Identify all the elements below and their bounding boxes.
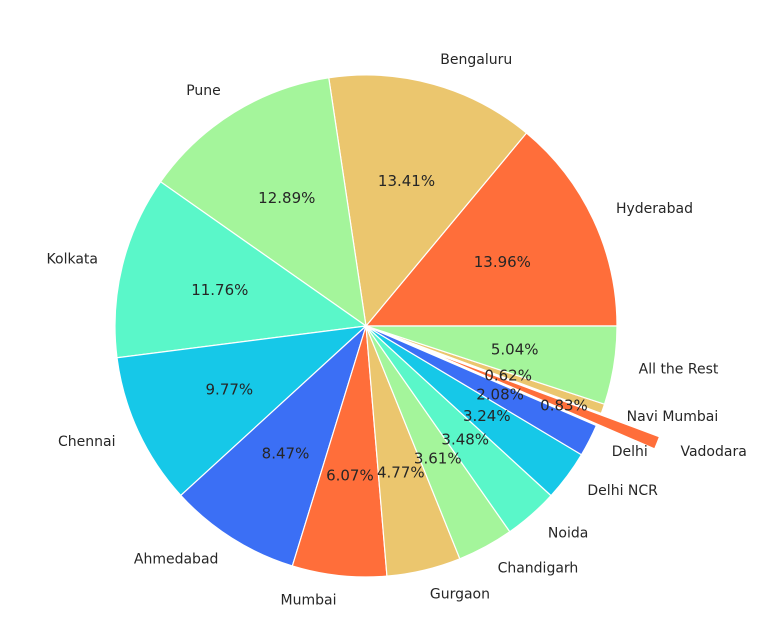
pie-category-label-noida: Noida [548,526,588,542]
pie-category-label-chennai: Chennai [58,434,115,450]
pie-percent-label-gurgaon: 4.77% [377,464,425,482]
pie-slice-all-the-rest [365,325,618,405]
pie-category-label-delhi-ncr: Delhi NCR [587,483,658,499]
pie-category-label-vadodara: Vadodara [680,444,746,460]
pie-category-label-navi-mumbai: Navi Mumbai [627,409,719,425]
pie-category-label-pune: Pune [186,83,221,99]
pie-slices [114,74,661,578]
pie-category-label-mumbai: Mumbai [281,593,337,609]
pie-percent-labels: 13.96% 13.41% 12.89% 11.76% 9.77% 8.47% 6.07% 4… [191,172,588,485]
pie-percent-label-delhi: 2.08% [476,386,524,404]
pie-category-label-gurgaon: Gurgaon [430,587,490,603]
pie-slice-hyderabad [364,132,618,327]
pie-percent-label-chennai: 9.77% [206,380,254,398]
pie-percent-label-chandigarh: 3.61% [414,449,462,467]
pie-category-label-hyderabad: Hyderabad [616,201,693,217]
pie-category-label-chandigarh: Chandigarh [498,561,579,577]
pie-slice-pune [159,77,367,328]
pie-slice-kolkata [114,180,368,359]
pie-percent-label-mumbai: 6.07% [326,467,374,485]
pie-percent-label-pune: 12.89% [258,189,315,207]
pie-category-label-ahmedabad: Ahmedabad [134,551,219,567]
pie-category-label-delhi: Delhi [612,444,648,460]
pie-category-labels: Hyderabad Bengaluru Pune Kolkata Chennai Ahme… [47,52,747,608]
pie-percent-label-all-the-rest: 5.04% [491,341,539,359]
pie-percent-label-ahmedabad: 8.47% [262,444,310,462]
pie-slice-vadodara [423,348,661,450]
pie-slice-chennai [116,325,368,497]
pie-category-label-bengaluru: Bengaluru [440,52,512,68]
pie-category-label-all-the-rest: All the Rest [639,362,719,378]
pie-category-label-kolkata: Kolkata [47,252,98,268]
pie-percent-label-kolkata: 11.76% [191,281,248,299]
pie-percent-label-bengaluru: 13.41% [378,172,435,190]
pie-percent-label-navi-mumbai: 0.62% [484,367,532,385]
pie-percent-label-vadodara: 0.83% [540,396,588,414]
pie-percent-label-noida: 3.48% [441,430,489,448]
pie-slice-ahmedabad [179,324,368,567]
pie-slice-delhi [365,325,598,456]
pie-percent-label-delhi-ncr: 3.24% [463,407,511,425]
pie-slice-bengaluru [328,74,528,328]
pie-percent-label-hyderabad: 13.96% [474,253,531,271]
